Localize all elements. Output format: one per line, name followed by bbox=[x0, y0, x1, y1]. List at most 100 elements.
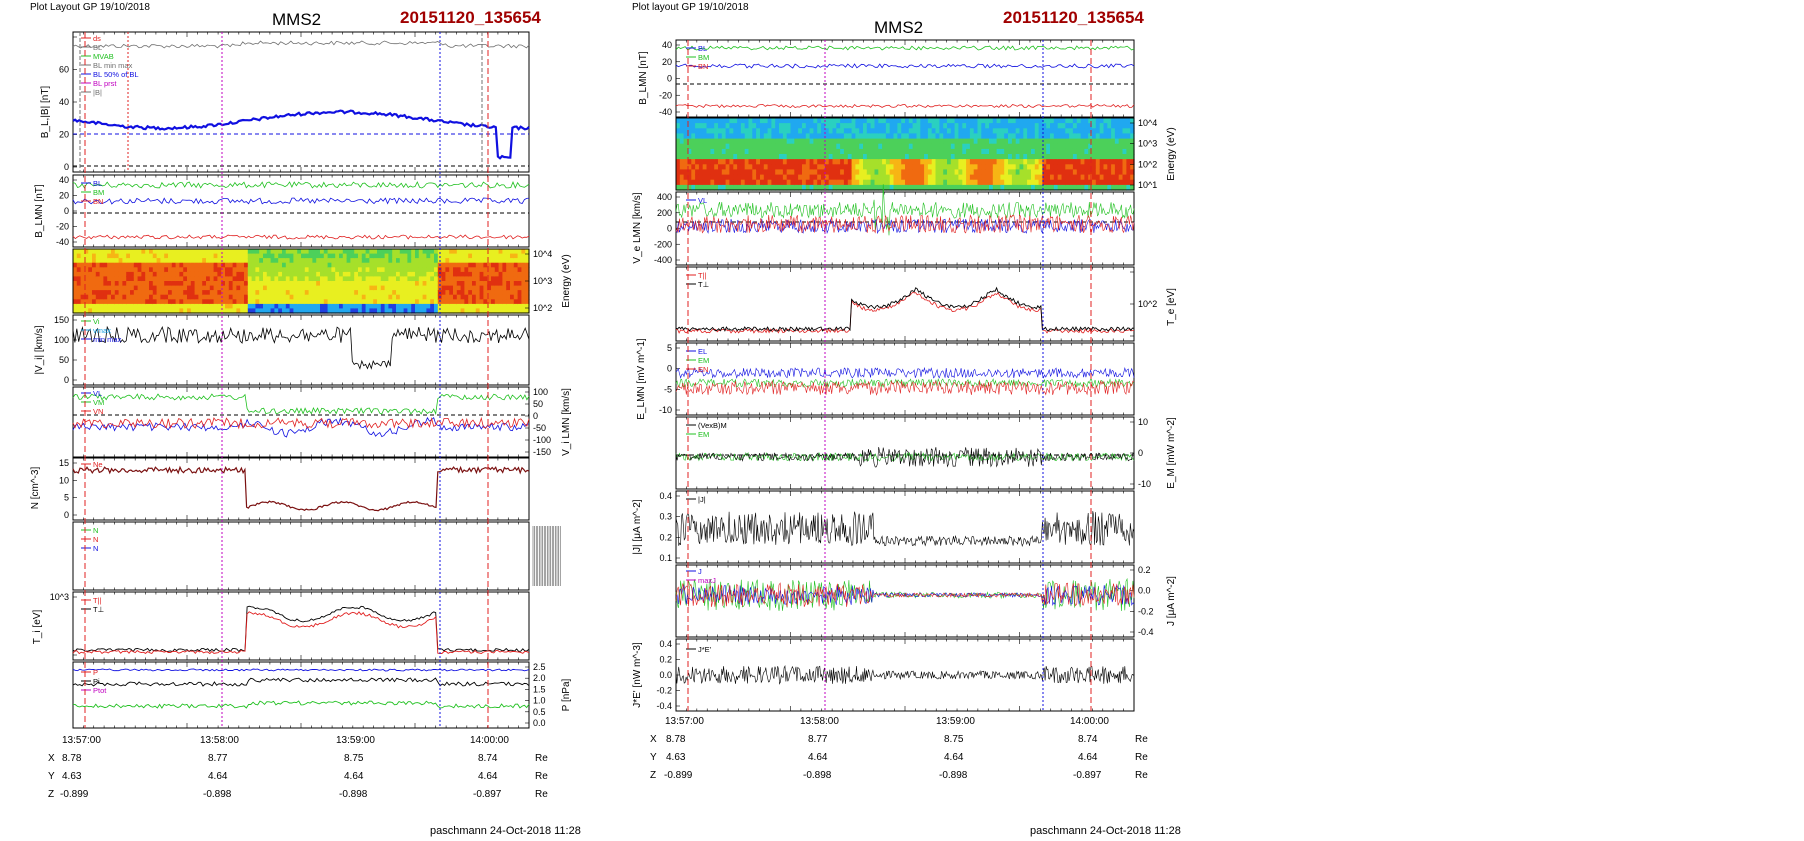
spectrogram-cell bbox=[1057, 174, 1063, 181]
spectrogram-cell bbox=[426, 276, 431, 282]
spectrogram-cell bbox=[1111, 159, 1116, 165]
spectrogram-cell bbox=[985, 159, 990, 165]
spectrogram-cell bbox=[748, 128, 753, 134]
spectrogram-cell bbox=[202, 271, 207, 278]
spectrogram-cell bbox=[164, 303, 169, 310]
spectrogram-cell bbox=[729, 138, 734, 145]
spectrogram-cell bbox=[889, 143, 895, 150]
axis-label: V_i LMN [km/s] bbox=[561, 388, 572, 456]
spectrogram-cell bbox=[847, 184, 853, 191]
spectrogram-cell bbox=[487, 299, 492, 305]
spectrogram-cell bbox=[445, 253, 450, 259]
spectrogram-cell bbox=[468, 258, 473, 264]
spectrogram-cell bbox=[312, 249, 317, 255]
spectrogram-cell bbox=[289, 249, 294, 255]
spectrogram-cell bbox=[695, 164, 700, 170]
spectrogram-cell bbox=[847, 118, 853, 124]
spectrogram-cell bbox=[916, 179, 921, 186]
spectrogram-cell bbox=[947, 174, 952, 181]
spectrogram-cell bbox=[92, 267, 97, 273]
spectrogram-cell bbox=[297, 294, 302, 300]
spectrogram-cell bbox=[1088, 133, 1093, 140]
spectrogram-cell bbox=[729, 174, 734, 181]
y-tick-label: -40 bbox=[659, 107, 672, 117]
spectrogram-cell bbox=[320, 285, 325, 291]
spectrogram-cell bbox=[882, 174, 887, 181]
spectrogram-cell bbox=[346, 294, 351, 300]
spectrogram-cell bbox=[893, 154, 898, 160]
spectrogram-cell bbox=[737, 159, 742, 165]
spectrogram-cell bbox=[1088, 138, 1093, 145]
spectrogram-cell bbox=[885, 123, 891, 129]
spectrogram-cell bbox=[1095, 138, 1101, 145]
spectrogram-cell bbox=[798, 169, 803, 176]
spectrogram-cell bbox=[1092, 123, 1097, 129]
spectrogram-cell bbox=[1008, 138, 1013, 145]
spectrogram-cell bbox=[718, 179, 723, 186]
spectrogram-cell bbox=[813, 123, 818, 129]
spectrogram-cell bbox=[308, 299, 313, 305]
spectrogram-cell bbox=[950, 123, 956, 129]
spectrogram-cell bbox=[1111, 179, 1116, 186]
spectrogram-cell bbox=[1065, 133, 1070, 140]
spectrogram-cell bbox=[301, 281, 306, 287]
spectrogram-cell bbox=[441, 294, 446, 300]
spectrogram-cell bbox=[1034, 148, 1040, 155]
spectrogram-cell bbox=[882, 164, 887, 170]
spectrogram-cell bbox=[88, 262, 93, 268]
spectrogram-cell bbox=[521, 285, 526, 291]
spectrogram-cell bbox=[878, 184, 883, 191]
spectrogram-cell bbox=[920, 179, 925, 186]
spectrogram-cell bbox=[198, 308, 203, 314]
spectrogram-cell bbox=[1034, 118, 1040, 124]
y-tick-label: 10^1 bbox=[1138, 180, 1157, 190]
spectrogram-cell bbox=[702, 138, 708, 145]
spectrogram-cell bbox=[327, 285, 332, 291]
spectrogram-cell bbox=[346, 276, 351, 282]
y-tick-label: 50 bbox=[59, 355, 69, 365]
spectrogram-cell bbox=[156, 262, 161, 268]
spectrogram-cell bbox=[285, 303, 291, 310]
spectrogram-cell bbox=[426, 294, 431, 300]
spectrogram-cell bbox=[1118, 184, 1124, 191]
spectrogram-cell bbox=[905, 133, 910, 140]
spectrogram-cell bbox=[676, 154, 681, 160]
spectrogram-cell bbox=[1008, 169, 1013, 176]
spectrogram-cell bbox=[843, 123, 849, 129]
spectrogram-cell bbox=[308, 271, 313, 278]
spectrogram-cell bbox=[251, 249, 256, 255]
spectrogram-cell bbox=[118, 285, 123, 291]
spectrogram-cell bbox=[323, 285, 329, 291]
spectrogram-cell bbox=[1076, 143, 1082, 150]
spectrogram-cell bbox=[1019, 148, 1024, 155]
spectrogram-cell bbox=[278, 285, 283, 291]
spectrogram-cell bbox=[145, 258, 150, 264]
spectrogram-cell bbox=[824, 169, 830, 176]
spectrogram-cell bbox=[99, 281, 104, 287]
spectrogram-cell bbox=[164, 299, 169, 305]
spectrogram-cell bbox=[373, 308, 378, 314]
spectrogram-cell bbox=[301, 303, 306, 310]
spectrogram-cell bbox=[874, 143, 879, 150]
spectrogram-cell bbox=[456, 281, 462, 287]
spectrogram-cell bbox=[255, 290, 260, 296]
spectrogram-cell bbox=[1084, 154, 1089, 160]
axis-label: |V_i| [km/s] bbox=[34, 325, 45, 374]
spectrogram-cell bbox=[274, 267, 279, 273]
spectrogram-cell bbox=[487, 262, 492, 268]
spectrogram-cell bbox=[472, 249, 477, 255]
spectrogram-cell bbox=[255, 276, 260, 282]
spectrogram-cell bbox=[152, 308, 158, 314]
legend-entry: VN bbox=[93, 407, 103, 416]
spectrogram-cell bbox=[1057, 164, 1063, 170]
legend-entry: Ne bbox=[93, 460, 103, 469]
spectrogram-cell bbox=[99, 276, 104, 282]
spectrogram-cell bbox=[274, 285, 279, 291]
spectrogram-cell bbox=[962, 143, 967, 150]
y-tick-label: 0.1 bbox=[659, 553, 672, 563]
spectrogram-cell bbox=[449, 267, 454, 273]
spectrogram-cell bbox=[1122, 169, 1127, 176]
spectrogram-cell bbox=[346, 285, 351, 291]
spectrogram-cell bbox=[179, 267, 184, 273]
spectrogram-cell bbox=[88, 249, 93, 255]
